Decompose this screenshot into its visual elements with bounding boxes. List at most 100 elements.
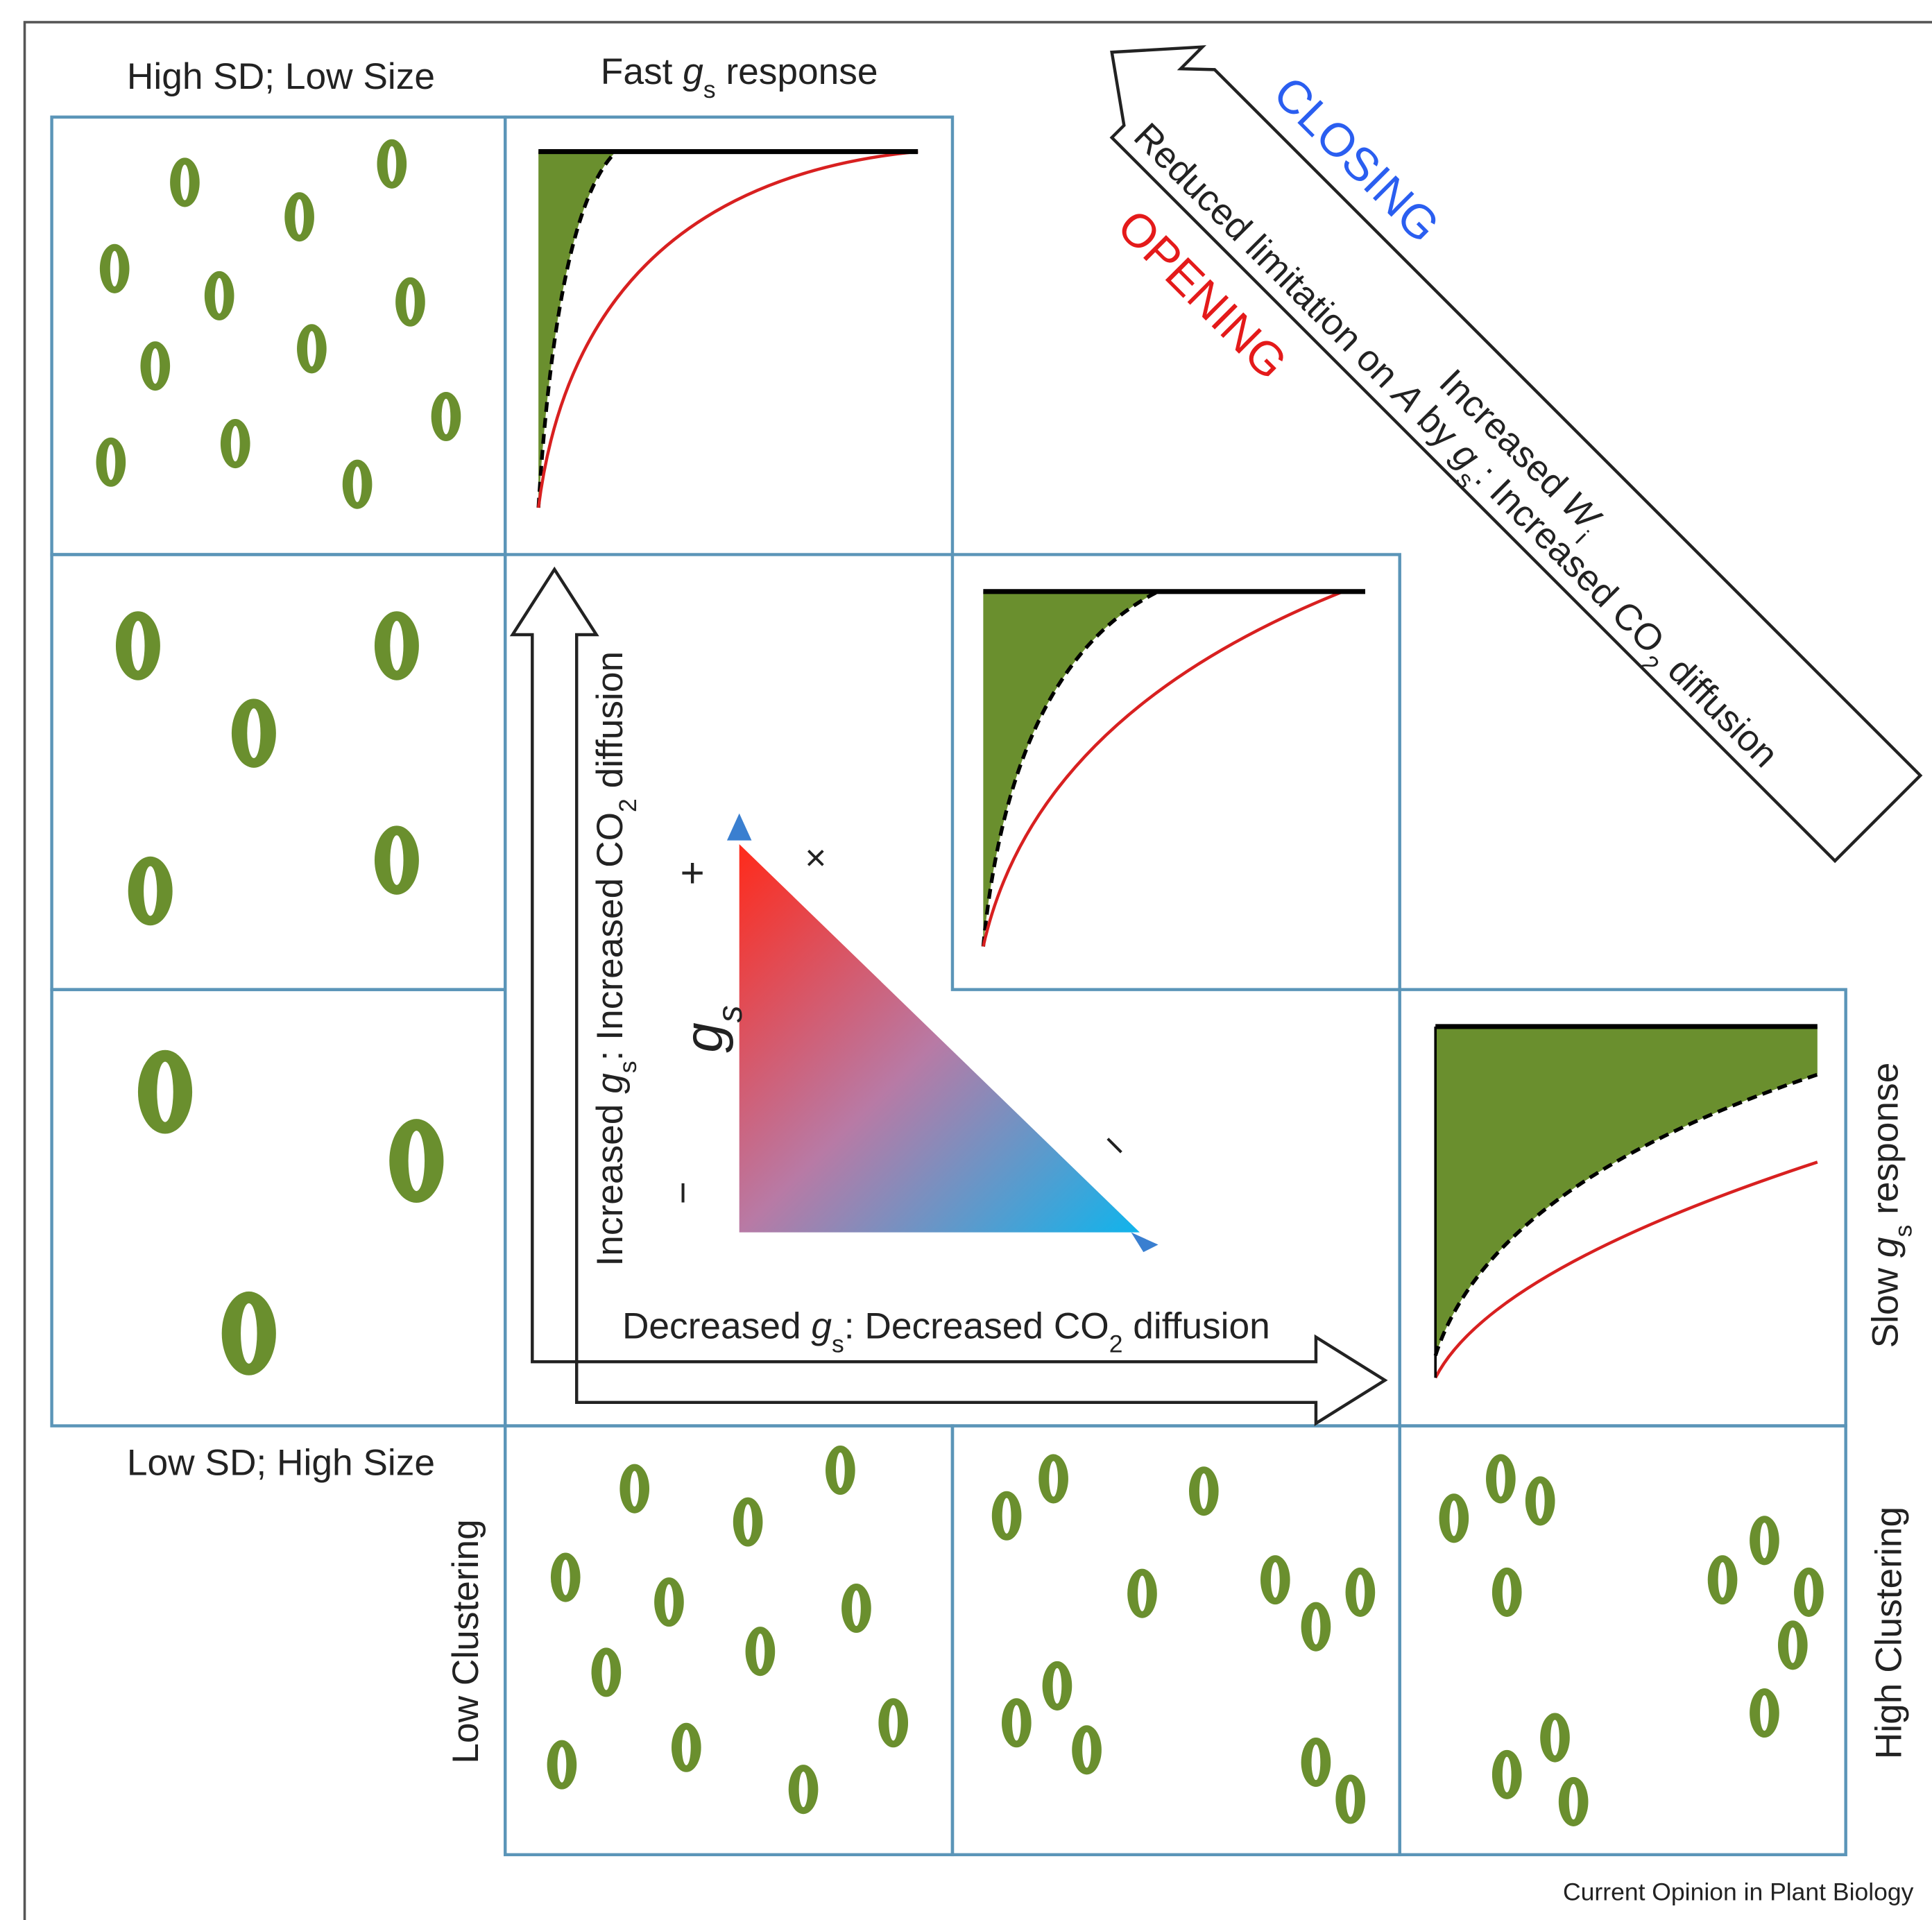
cell — [50, 553, 507, 991]
arrow-outline — [1109, 45, 1923, 864]
stoma-pore — [755, 1634, 765, 1670]
grid — [50, 115, 1847, 1857]
cell — [50, 115, 507, 556]
plot-mid — [981, 589, 1365, 947]
arrow-tip — [726, 813, 752, 841]
stoma-pore — [1346, 1781, 1356, 1817]
stoma-pore — [144, 866, 157, 916]
stoma-pore — [798, 1772, 808, 1808]
stoma-pore — [1718, 1562, 1727, 1598]
stoma-pore — [1760, 1523, 1769, 1559]
cell — [1398, 1424, 1847, 1857]
times-sign: × — [805, 837, 826, 878]
stoma-pore — [1449, 1500, 1459, 1536]
l-arrow — [509, 566, 1388, 1427]
stoma-pore — [1311, 1745, 1321, 1781]
slow-response-label: Slow gs response — [1865, 1063, 1917, 1348]
plot-slow — [1433, 1024, 1818, 1379]
cell — [504, 1424, 955, 1857]
stoma-pore — [601, 1654, 611, 1690]
gs-axis-label: gs — [673, 1005, 749, 1052]
stoma-pore — [390, 835, 404, 885]
stoma-pore — [1138, 1575, 1147, 1611]
stoma-pore — [1199, 1473, 1208, 1509]
high-clustering-label: High Clustering — [1869, 1507, 1910, 1759]
stoma-pore — [835, 1452, 845, 1489]
stoma-pore — [441, 398, 451, 435]
stoma-pore — [1002, 1498, 1011, 1534]
green-area — [983, 591, 1159, 947]
stoma-pore — [1496, 1461, 1505, 1497]
footer-credit: Current Opinion in Plant Biology — [1563, 1878, 1914, 1906]
red-curve — [982, 590, 1344, 947]
stoma-pore — [665, 1584, 674, 1620]
outer-border — [23, 21, 1932, 1920]
horizontal-arrow-label: Decreased gs: Decreased CO2 diffusion — [622, 1305, 1270, 1357]
low-clustering-label: Low Clustering — [445, 1519, 486, 1763]
red-curve — [536, 150, 918, 508]
stoma-pore — [1011, 1705, 1021, 1741]
minus-sign: − — [1091, 1122, 1138, 1169]
green-area — [538, 151, 617, 508]
stoma-pore — [387, 146, 397, 182]
red-curve — [1434, 1160, 1818, 1379]
dashed-curve — [1433, 1072, 1818, 1357]
stoma-pore — [743, 1504, 753, 1540]
stoma-pore — [131, 621, 145, 671]
stoma-pore — [1311, 1609, 1321, 1645]
stoma-pore — [406, 284, 415, 320]
stoma-pore — [889, 1705, 898, 1741]
vertical-arrow-label: Increased gs: Increased CO2 diffusion — [590, 651, 642, 1267]
stoma-pore — [295, 199, 304, 235]
stoma-pore — [180, 164, 189, 200]
cell — [950, 553, 1401, 991]
high-sd-label: High SD; Low Size — [127, 56, 435, 97]
stoma-pore — [247, 708, 261, 758]
stoma-pore — [681, 1729, 691, 1765]
stoma-pore — [390, 621, 404, 671]
stoma-pore — [1760, 1695, 1769, 1731]
stoma-pore — [408, 1131, 425, 1192]
stoma-pore — [230, 426, 240, 462]
plus-sign: + — [681, 849, 705, 896]
dashed-curve — [536, 150, 617, 508]
stoma-pore — [241, 1303, 257, 1364]
low-sd-label: Low SD; High Size — [127, 1443, 435, 1484]
stoma-pore — [1788, 1627, 1797, 1663]
stoma-pore — [1535, 1483, 1545, 1519]
stomata — [96, 139, 1824, 1826]
stoma-pore — [630, 1471, 640, 1507]
cell — [950, 1424, 1401, 1857]
stoma-pore — [1049, 1461, 1059, 1497]
stoma-pore — [307, 331, 316, 367]
cell — [504, 115, 955, 556]
stoma-pore — [1550, 1720, 1559, 1756]
fast-response-label: Fast gs response — [601, 51, 878, 103]
stoma-pore — [1052, 1668, 1062, 1704]
plot-fast — [536, 148, 918, 508]
stoma-pore — [557, 1747, 567, 1783]
gradient-triangle — [739, 843, 1140, 1233]
green-area — [1435, 1026, 1818, 1356]
stoma-pore — [352, 466, 362, 502]
stoma-pore — [110, 250, 119, 286]
stoma-pore — [106, 444, 116, 480]
stoma-pore — [1082, 1732, 1091, 1768]
stoma-pore — [214, 277, 224, 314]
diagonal-arrow: CLOSING OPENING Increased Wi Reduced lim… — [1107, 45, 1923, 864]
stoma-pore — [157, 1061, 173, 1122]
stoma-pore — [1804, 1574, 1813, 1610]
stoma-pore — [1356, 1574, 1365, 1610]
stoma-pore — [561, 1559, 570, 1595]
stoma-pore — [852, 1590, 861, 1627]
cell — [50, 988, 507, 1428]
stoma-pore — [151, 348, 160, 384]
minus-sign: − — [662, 1181, 706, 1204]
arrow-tip — [1131, 1232, 1159, 1253]
stoma-pore — [1502, 1574, 1512, 1610]
stoma-pore — [1502, 1756, 1512, 1792]
stoma-pore — [1270, 1562, 1280, 1598]
stoma-pore — [1568, 1783, 1578, 1820]
reduced-limitation-label: Reduced limitation on A by gs: Increased… — [1118, 115, 1786, 783]
